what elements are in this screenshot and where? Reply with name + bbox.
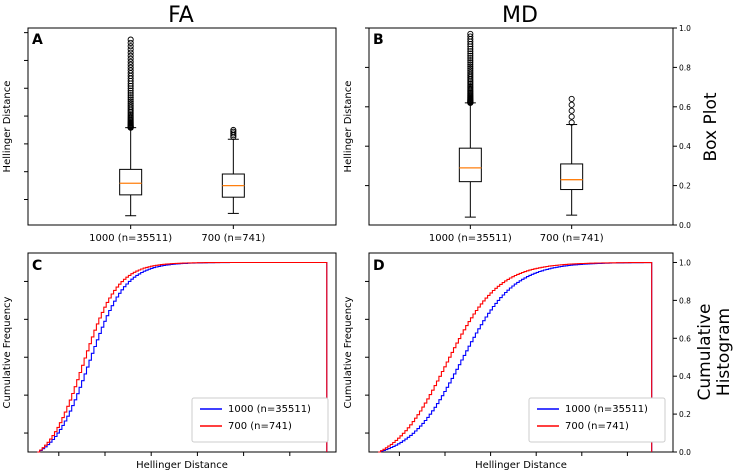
outlier-point bbox=[568, 119, 575, 126]
right-tick-label: 0.4 bbox=[679, 142, 691, 151]
outlier-point bbox=[127, 67, 134, 74]
outlier-point bbox=[467, 30, 474, 37]
legend-label: 700 (n=741) bbox=[228, 421, 292, 432]
legend-label: 1000 (n=35511) bbox=[565, 404, 648, 415]
right-tick-label: 0.6 bbox=[679, 103, 691, 112]
outlier-point bbox=[230, 130, 237, 137]
outlier-point bbox=[467, 57, 474, 64]
plot-frame bbox=[27, 252, 337, 453]
row-label-box-plot: Box Plot bbox=[701, 92, 721, 161]
plot-frame bbox=[27, 27, 337, 226]
outlier-point bbox=[467, 63, 474, 70]
right-tick-label: 0.2 bbox=[679, 410, 691, 419]
outlier-point bbox=[127, 89, 134, 97]
row-label-cumulative-histogram: Cumulative Histogram bbox=[695, 303, 734, 400]
outlier-point bbox=[127, 98, 134, 105]
right-tick-label: 0.2 bbox=[679, 182, 691, 191]
outlier-point bbox=[568, 95, 575, 102]
x-axis-label: Hellinger Distance bbox=[475, 460, 567, 471]
right-tick-label: 0.0 bbox=[679, 221, 691, 230]
outlier-point bbox=[467, 67, 474, 74]
outlier-point bbox=[127, 87, 134, 94]
cdf-series-line bbox=[378, 261, 653, 453]
y-axis-label: Hellinger Distance bbox=[2, 81, 13, 173]
outlier-point bbox=[127, 43, 134, 50]
legend: 1000 (n=35511) 700 (n=741) bbox=[528, 397, 666, 443]
outlier-point bbox=[230, 126, 237, 134]
x-tick-label: 1000 (n=35511) bbox=[429, 233, 512, 244]
y-axis-label: Cumulative Frequency bbox=[2, 296, 13, 408]
panel-a-box-plot-fa: A Hellinger Distance 1000 (n=35511) 700 (n=… bbox=[2, 27, 337, 244]
outlier-point bbox=[467, 59, 474, 66]
x-tick-label: 1000 (n=35511) bbox=[89, 233, 172, 244]
panel-letter: A bbox=[32, 32, 43, 48]
panel-b-box-plot-md: B Hellinger Distance 1000 (n=35511) 700 (n=… bbox=[343, 27, 674, 244]
outlier-point bbox=[127, 64, 134, 71]
y-axis-label: Hellinger Distance bbox=[343, 81, 354, 173]
plot-frame bbox=[368, 27, 674, 226]
outlier-point bbox=[467, 54, 474, 62]
right-tick-label: 1.0 bbox=[679, 24, 691, 33]
outlier-point bbox=[467, 48, 474, 55]
outlier-point bbox=[127, 58, 134, 65]
column-title-fa: FA bbox=[168, 3, 194, 28]
right-tick-label: 0.8 bbox=[679, 296, 691, 305]
y-axis-label: Cumulative Frequency bbox=[343, 296, 354, 408]
plot-frame bbox=[368, 252, 674, 453]
outlier-point bbox=[127, 96, 134, 103]
outlier-point bbox=[127, 102, 134, 109]
outlier-point bbox=[127, 94, 134, 101]
cdf-series-line bbox=[37, 261, 328, 453]
outlier-point bbox=[467, 69, 474, 76]
x-tick-label: 700 (n=741) bbox=[540, 233, 604, 244]
outlier-point bbox=[467, 33, 474, 40]
row-label-line: Histogram bbox=[714, 308, 734, 396]
panel-c-cumulative-fa: C Cumulative Frequency Hellinger Distance 1… bbox=[2, 252, 337, 471]
outlier-point bbox=[127, 46, 134, 53]
right-tick-label: 1.0 bbox=[679, 258, 691, 267]
outlier-point bbox=[467, 65, 474, 72]
legend-label: 1000 (n=35511) bbox=[228, 404, 311, 415]
x-tick-label: 700 (n=741) bbox=[201, 233, 265, 244]
legend-box bbox=[191, 397, 329, 443]
x-axis-label: Hellinger Distance bbox=[136, 460, 228, 471]
outlier-point bbox=[568, 113, 575, 120]
panel-letter: C bbox=[32, 258, 42, 274]
outlier-point bbox=[127, 49, 134, 56]
outlier-point bbox=[127, 52, 134, 59]
legend-box bbox=[528, 397, 666, 443]
right-tick-label: 0.0 bbox=[679, 448, 691, 457]
panel-letter: B bbox=[373, 32, 384, 48]
outlier-point bbox=[127, 92, 134, 99]
right-axis-b: 0.0 0.2 0.4 0.6 0.8 1.0 bbox=[673, 24, 691, 230]
box bbox=[560, 163, 584, 191]
outlier-point bbox=[230, 128, 237, 135]
legend: 1000 (n=35511) 700 (n=741) bbox=[191, 397, 329, 443]
legend-label: 700 (n=741) bbox=[565, 421, 629, 432]
box bbox=[119, 168, 143, 196]
outlier-point bbox=[568, 107, 575, 114]
column-title-md: MD bbox=[502, 3, 538, 28]
outlier-point bbox=[127, 36, 134, 43]
outlier-point bbox=[467, 50, 474, 57]
panel-d-cumulative-md: D Cumulative Frequency Hellinger Distance 1… bbox=[343, 252, 674, 471]
outlier-point bbox=[568, 101, 575, 108]
right-tick-label: 0.6 bbox=[679, 334, 691, 343]
right-axis-d: 0.0 0.2 0.4 0.6 0.8 1.0 bbox=[673, 258, 691, 457]
outlier-point bbox=[127, 39, 134, 46]
outlier-point bbox=[467, 52, 474, 59]
outlier-point bbox=[127, 61, 134, 68]
outlier-point bbox=[127, 100, 134, 107]
box bbox=[458, 147, 482, 183]
panel-letter: D bbox=[373, 258, 385, 274]
outlier-point bbox=[467, 61, 474, 68]
row-label-line: Cumulative bbox=[695, 303, 715, 400]
right-tick-label: 0.4 bbox=[679, 372, 691, 381]
outlier-point bbox=[127, 55, 134, 62]
right-tick-label: 0.8 bbox=[679, 63, 691, 72]
